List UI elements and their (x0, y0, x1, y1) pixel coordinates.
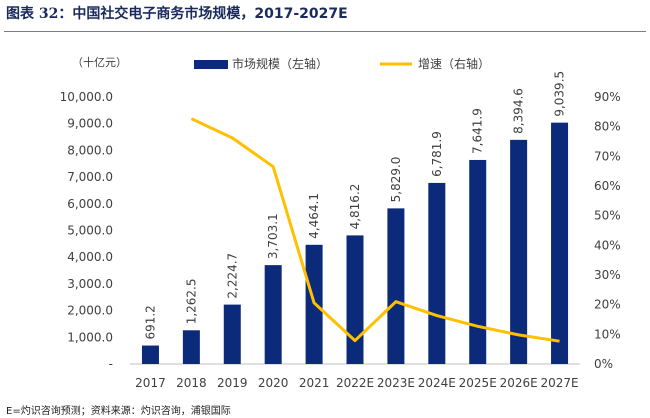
bar-2019 (223, 304, 241, 364)
x-tick-label: 2019 (217, 376, 248, 390)
y-left-tick-label: - (109, 357, 113, 371)
x-tick-label: 2023E (377, 376, 415, 390)
y-right-tick-label: 70% (594, 149, 621, 163)
bar-2020 (264, 265, 282, 364)
x-tick-label: 2021 (299, 376, 330, 390)
legend-bar-label: 市场规模（左轴） (232, 56, 328, 71)
growth-line (190, 117, 560, 343)
bar-value-label: 5,829.0 (389, 157, 403, 203)
y-left-tick-label: 10,000.0 (60, 90, 113, 104)
y-left-tick-label: 4,000.0 (67, 250, 113, 264)
bar-2027E (551, 122, 569, 364)
y-left-tick-label: 7,000.0 (67, 170, 113, 184)
y-right-tick-label: 30% (594, 268, 621, 282)
bar-2024E (428, 182, 446, 364)
bar-2023E (387, 208, 405, 364)
figure-title: 中国社交电子商务市场规模，2017-2027E (72, 6, 348, 22)
bar-value-label: 1,262.5 (184, 278, 198, 324)
y-left-tick-label: 3,000.0 (67, 277, 113, 291)
figure-label: 图表 32： (6, 6, 73, 22)
bar-2018 (182, 330, 200, 364)
bar-value-label: 7,641.9 (471, 108, 485, 154)
bar-2025E (469, 159, 487, 364)
y-right-tick-label: 10% (594, 327, 621, 341)
x-tick-label: 2017 (135, 376, 166, 390)
legend-bar-swatch (194, 60, 228, 69)
bar-value-label: 2,224.7 (225, 253, 239, 299)
chart-title: 图表 32：中国社交电子商务市场规模，2017-2027E (6, 2, 348, 26)
title-rule (4, 31, 646, 32)
bar-value-label: 4,816.2 (348, 184, 362, 230)
x-tick-label: 2018 (176, 376, 207, 390)
y-right-tick-label: 90% (594, 90, 621, 104)
y-left-tick-label: 2,000.0 (67, 304, 113, 318)
y-right-tick-label: 20% (594, 298, 621, 312)
y-left-tick-label: 9,000.0 (67, 117, 113, 131)
y-right-tick-label: 0% (594, 357, 613, 371)
x-tick-label: 2025E (459, 376, 497, 390)
bar-value-label: 4,464.1 (307, 193, 321, 239)
x-tick-label: 2027E (540, 376, 578, 390)
y-right-tick-label: 40% (594, 238, 621, 252)
bar-value-label: 6,781.9 (430, 131, 444, 177)
y-left-tick-label: 6,000.0 (67, 197, 113, 211)
x-tick-label: 2024E (418, 376, 456, 390)
y-left-tick-label: 1,000.0 (67, 330, 113, 344)
footnote: E=灼识咨询预测；资料来源：灼识咨询，浦银国际 (6, 406, 231, 417)
x-tick-label: 2020 (258, 376, 289, 390)
bar-value-label: 8,394.6 (512, 88, 526, 134)
y-left-tick-label: 5,000.0 (67, 224, 113, 238)
bar-value-label: 9,039.5 (553, 71, 567, 117)
legend-line-label: 增速（右轴） (418, 56, 490, 71)
bar-2026E (510, 139, 528, 364)
y-right-tick-label: 50% (594, 209, 621, 223)
bar-2017 (141, 345, 159, 364)
bar-value-label: 3,703.1 (266, 213, 280, 259)
y-right-tick-label: 80% (594, 120, 621, 134)
x-tick-label: 2022E (336, 376, 374, 390)
bar-value-label: 691.2 (143, 305, 157, 339)
y-left-tick-label: 8,000.0 (67, 143, 113, 157)
bar-2022E (346, 235, 364, 364)
unit-label: （十亿元） (72, 55, 127, 69)
x-tick-label: 2026E (500, 376, 538, 390)
y-right-tick-label: 60% (594, 179, 621, 193)
